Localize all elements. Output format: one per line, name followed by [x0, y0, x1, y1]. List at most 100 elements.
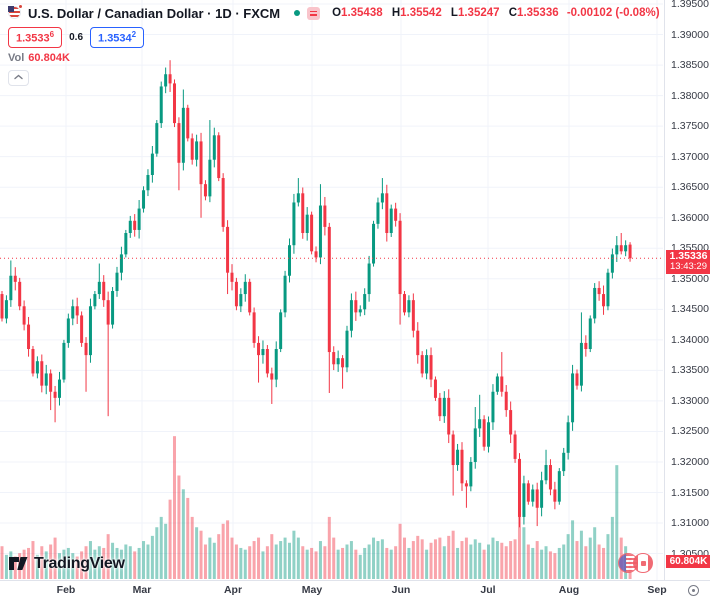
volume-bar — [456, 547, 460, 579]
volume-bar — [115, 547, 119, 579]
volume-bar — [283, 537, 287, 579]
volume-bar — [402, 537, 406, 579]
volume-bar — [478, 542, 482, 579]
candle-body — [398, 220, 402, 295]
candle-body — [615, 245, 619, 255]
volume-bar — [44, 551, 48, 579]
candle-body — [93, 294, 97, 307]
candle-body — [535, 489, 539, 508]
candle-body — [102, 281, 106, 301]
candle-body — [31, 349, 35, 374]
candle-body — [230, 272, 234, 282]
candle-body — [318, 205, 322, 258]
collapse-legend-button[interactable] — [8, 70, 29, 86]
candle-body — [628, 244, 632, 259]
price-tick-label: 1.35000 — [671, 272, 709, 285]
volume-bar — [88, 541, 92, 579]
volume-bar — [27, 547, 31, 579]
volume-value: 60.804K — [28, 52, 70, 64]
volume-bar — [509, 541, 513, 579]
candle-body — [553, 489, 557, 502]
volume-bar — [4, 554, 8, 579]
canada-flag-icon — [633, 553, 653, 573]
candle-body — [367, 263, 371, 295]
axis-settings-icon[interactable] — [688, 585, 699, 596]
candle-body — [376, 202, 380, 224]
volume-bar — [579, 530, 583, 579]
bid-ask-row: 1.35336 0.6 1.35342 — [8, 27, 660, 48]
volume-bar — [0, 546, 4, 579]
change-value: -0.00102 (-0.08%) — [566, 7, 660, 19]
candle-body — [221, 178, 225, 227]
volume-bar — [40, 546, 44, 579]
spread-value: 0.6 — [69, 32, 84, 43]
price-tick-label: 1.33000 — [671, 394, 709, 407]
volume-bar — [327, 516, 331, 579]
volume-bar — [473, 539, 477, 579]
candle-body — [142, 190, 146, 209]
candle-body — [482, 419, 486, 447]
symbol-title[interactable]: U.S. Dollar / Canadian Dollar · 1D · FXC… — [28, 5, 281, 21]
volume-bar — [363, 547, 367, 579]
volume-bar — [257, 537, 261, 579]
tradingview-mark-icon — [9, 557, 28, 570]
volume-bar — [367, 544, 371, 579]
candle-body — [380, 193, 384, 203]
volume-bar — [513, 539, 517, 579]
month-tick-label: Mar — [132, 584, 152, 596]
candle-body — [509, 410, 513, 435]
candle-body — [217, 135, 221, 179]
volume-bar — [562, 544, 566, 579]
bid-price-button[interactable]: 1.35336 — [8, 27, 63, 48]
candle-body — [487, 422, 491, 447]
volume-bar — [212, 542, 216, 579]
candle-body — [469, 461, 473, 487]
candle-body — [588, 318, 592, 350]
tradingview-logo[interactable]: TradingView — [8, 554, 125, 573]
candle-body — [531, 489, 535, 502]
candle-body — [517, 458, 521, 517]
volume-bar — [177, 475, 181, 579]
volume-bar — [429, 542, 433, 579]
price-axis[interactable]: 1.30500 1.31000 1.31500 1.32000 1.32500 1.330… — [664, 0, 710, 580]
candle-body — [168, 74, 172, 84]
chart-plot-area[interactable]: U.S. Dollar / Canadian Dollar · 1D · FXC… — [0, 0, 663, 580]
month-tick-label: Apr — [223, 584, 243, 596]
price-tick-label: 1.33500 — [671, 364, 709, 377]
chevron-up-icon — [14, 74, 23, 80]
candlestick-chart — [0, 0, 663, 580]
candle-body — [226, 226, 230, 273]
candle-body — [575, 373, 579, 386]
candle-body — [495, 376, 499, 392]
volume-row[interactable]: Vol 60.804K — [8, 52, 660, 66]
volume-bar — [66, 547, 70, 579]
ask-superscript: 2 — [131, 30, 137, 40]
candle-body — [456, 449, 460, 466]
volume-bar — [279, 541, 283, 579]
volume-bar — [531, 547, 535, 579]
volume-bar — [469, 544, 473, 579]
price-tick-label: 1.37500 — [671, 120, 709, 133]
candle-body — [248, 281, 252, 313]
candle-body — [274, 349, 278, 380]
volume-bar — [111, 542, 115, 579]
volume-bar — [571, 520, 575, 579]
volume-bar — [155, 527, 159, 579]
volume-bar — [142, 541, 146, 579]
volume-bar — [53, 537, 57, 579]
month-tick-label: May — [301, 584, 323, 596]
volume-bar — [411, 541, 415, 579]
volume-bar — [318, 541, 322, 579]
open-value: 1.35438 — [341, 7, 383, 19]
candle-body — [203, 184, 207, 197]
candle-body — [522, 483, 526, 517]
ask-price-button[interactable]: 1.35342 — [90, 27, 145, 48]
flag-symbol-icon[interactable] — [307, 6, 321, 20]
candle-body — [292, 202, 296, 246]
volume-bar — [349, 541, 353, 579]
volume-bar — [35, 554, 39, 579]
time-axis[interactable]: Feb Mar Apr May Jun Jul Aug Sep — [0, 580, 710, 600]
candle-body — [385, 193, 389, 234]
candle-body — [597, 287, 601, 295]
